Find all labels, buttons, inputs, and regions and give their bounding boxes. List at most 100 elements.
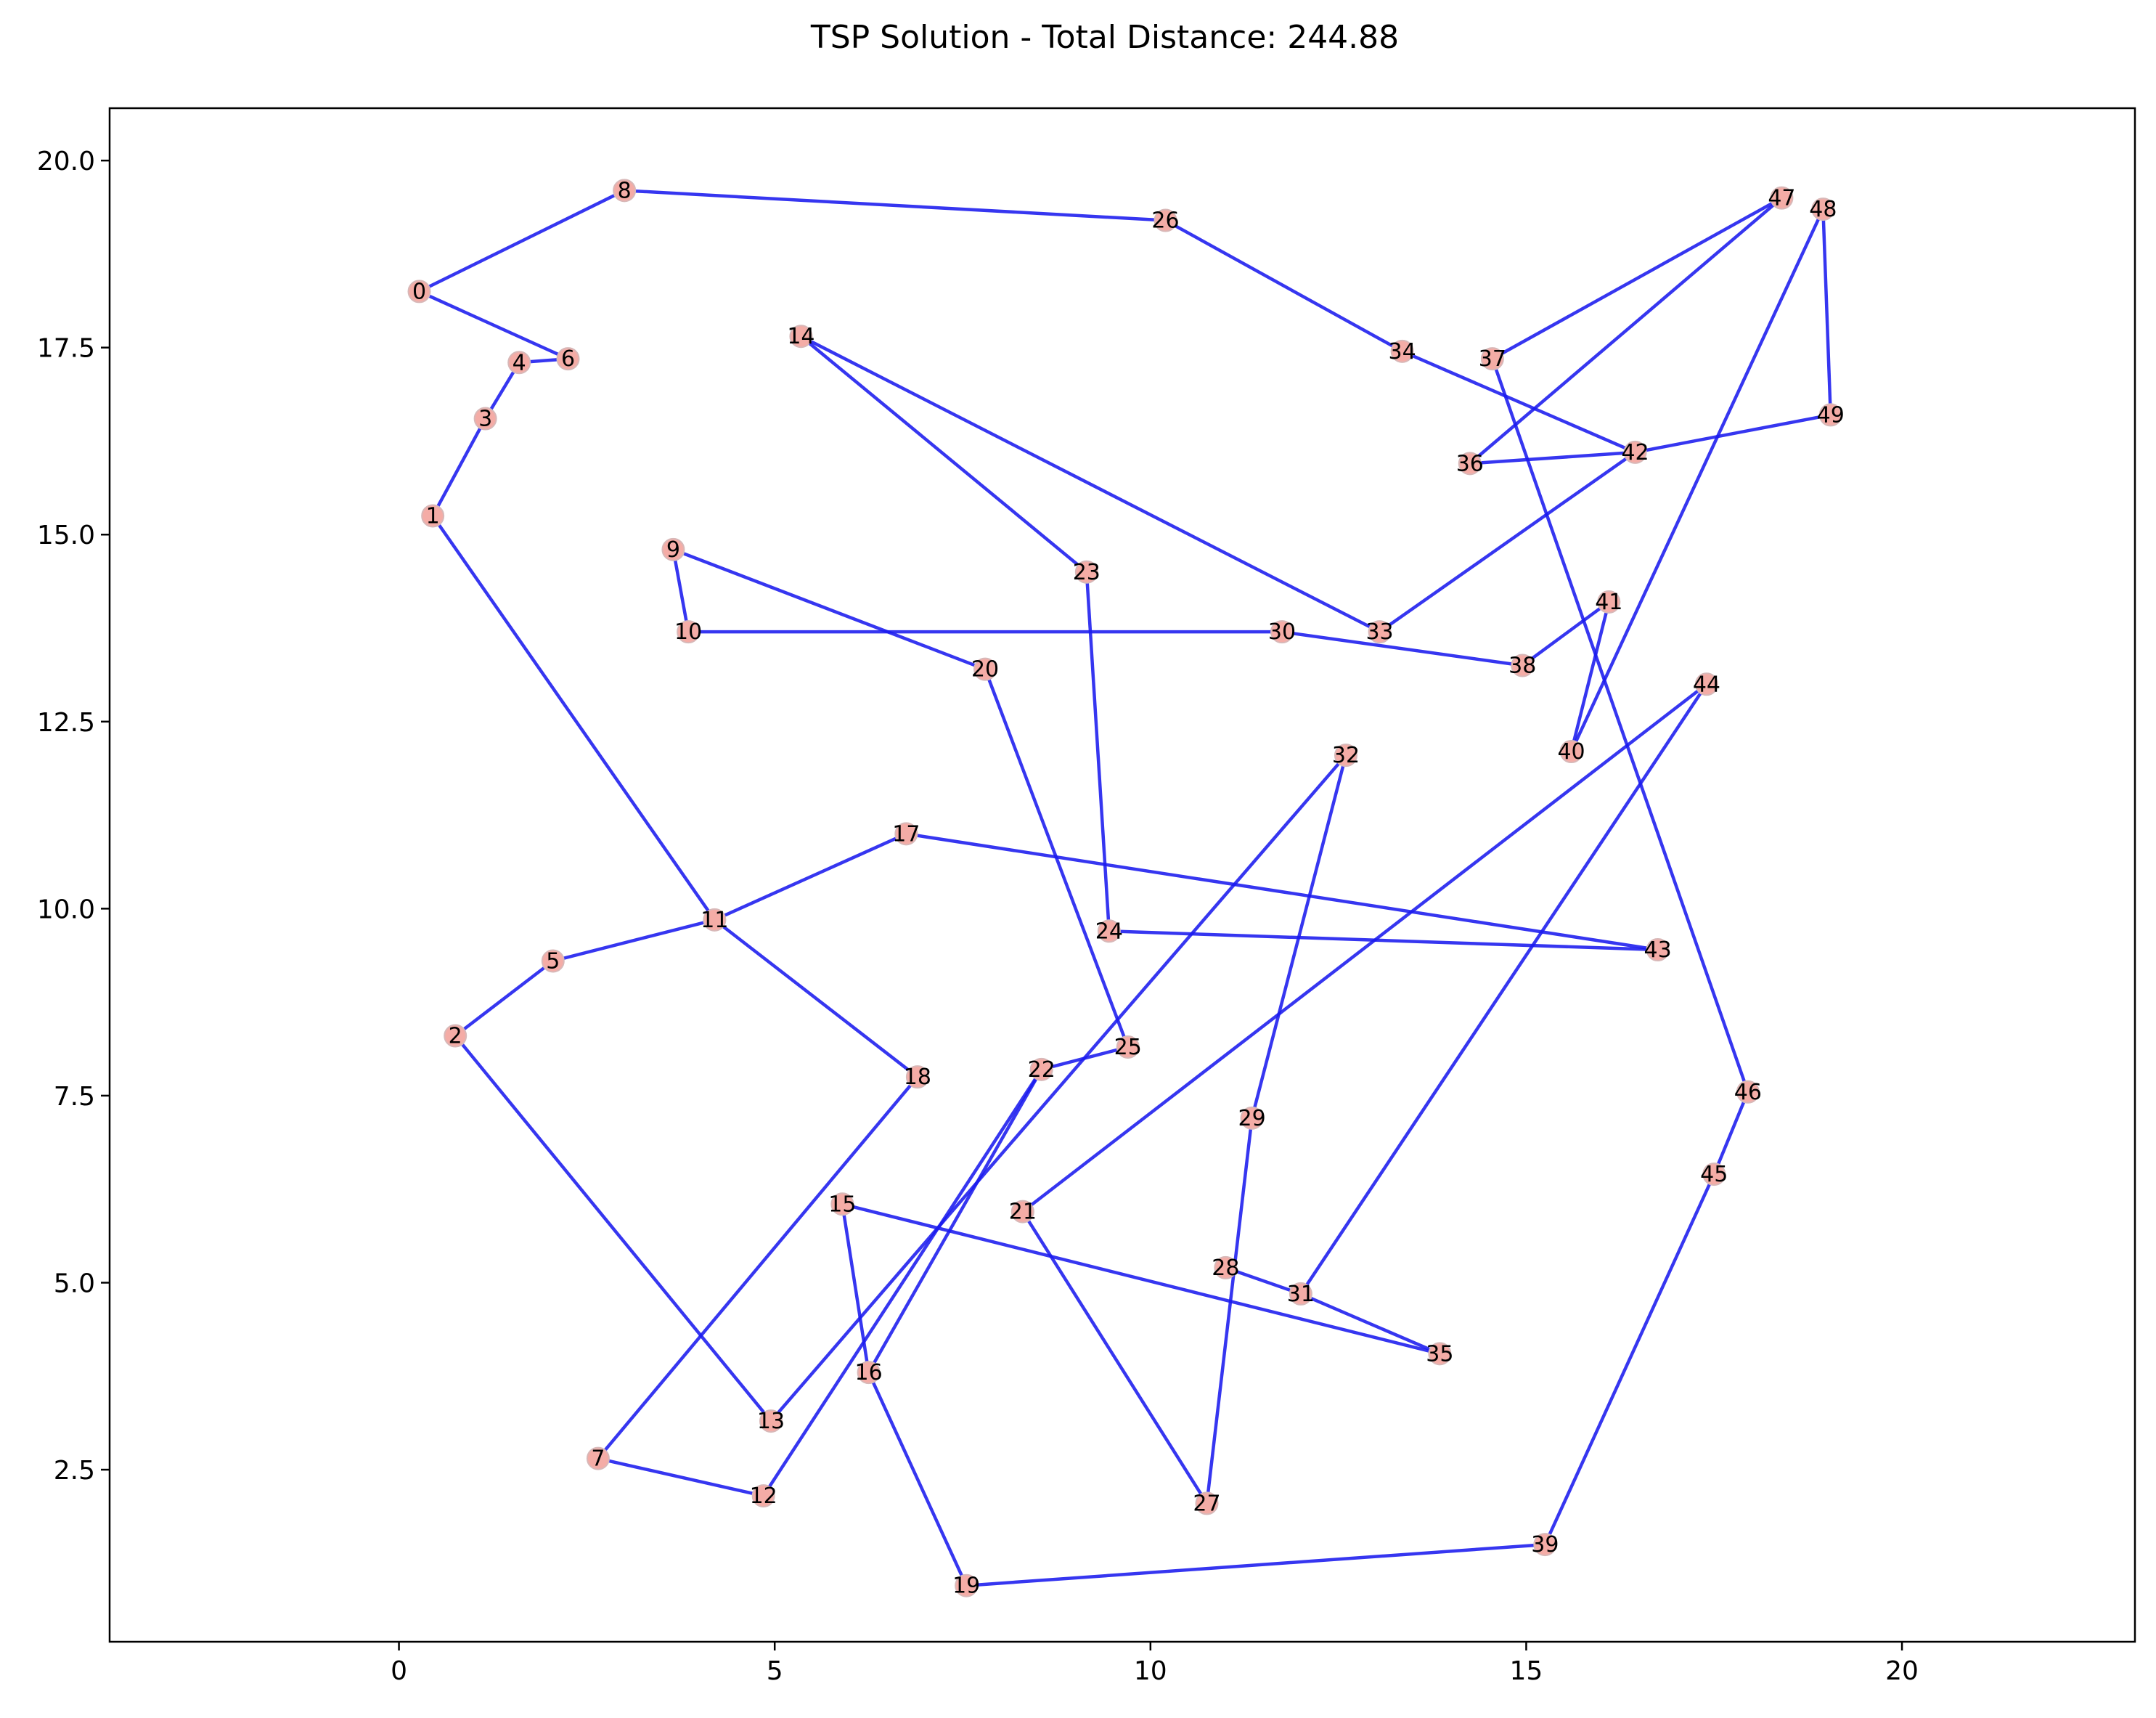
- city-label: 11: [701, 908, 728, 933]
- chart-title: TSP Solution - Total Distance: 244.88: [810, 19, 1399, 56]
- route-segment: [867, 1068, 1043, 1374]
- city-label: 24: [1095, 919, 1123, 944]
- city-label: 38: [1508, 654, 1536, 679]
- city-label: 17: [892, 821, 920, 847]
- city-label: 0: [412, 279, 426, 304]
- y-tick-label: 17.5: [37, 334, 95, 364]
- city-label: 2: [449, 1024, 462, 1049]
- route-segment: [799, 335, 1088, 574]
- y-tick-label: 15.0: [37, 521, 95, 550]
- y-tick-label: 10.0: [37, 895, 95, 924]
- x-tick-label: 15: [1510, 1656, 1543, 1686]
- route-segment: [552, 918, 715, 963]
- route-segment: [672, 547, 986, 671]
- city-node: [613, 179, 637, 203]
- city-label: 46: [1734, 1080, 1762, 1105]
- city-node: [789, 325, 813, 349]
- city-label: 5: [546, 948, 560, 974]
- city-label: 3: [478, 407, 492, 432]
- route-segment: [454, 1035, 772, 1422]
- city-node: [751, 1484, 775, 1508]
- city-node: [541, 949, 565, 973]
- city-node: [905, 1065, 929, 1089]
- city-label: 49: [1817, 402, 1845, 428]
- city-label: 16: [855, 1360, 883, 1385]
- city-label: 26: [1151, 208, 1179, 234]
- city-label: 20: [971, 657, 999, 683]
- route-segment: [1379, 451, 1636, 634]
- city-label: 13: [757, 1409, 785, 1434]
- route-segment: [1021, 1210, 1209, 1505]
- route-segment: [1281, 630, 1523, 667]
- route-segment: [454, 959, 555, 1038]
- route-segment: [714, 832, 907, 921]
- city-label: 31: [1287, 1282, 1315, 1307]
- city-node: [507, 351, 531, 375]
- city-node: [1770, 186, 1794, 210]
- city-label: 29: [1238, 1106, 1265, 1131]
- route-segment: [1250, 754, 1348, 1119]
- route-segment: [624, 189, 1166, 222]
- city-label: 40: [1557, 739, 1585, 765]
- city-label: 19: [952, 1574, 980, 1599]
- city-node: [1458, 452, 1482, 476]
- route-segment: [597, 1075, 919, 1460]
- city-node: [1511, 654, 1535, 677]
- route-segment: [1401, 349, 1636, 454]
- city-node: [1736, 1080, 1760, 1104]
- city-node: [1097, 919, 1121, 943]
- city-label: 1: [426, 503, 440, 529]
- city-node: [703, 908, 727, 932]
- route-segment: [671, 549, 690, 632]
- city-label: 28: [1212, 1255, 1239, 1281]
- x-tick-label: 20: [1885, 1656, 1919, 1686]
- city-node: [421, 504, 445, 528]
- city-node: [1010, 1200, 1034, 1224]
- route-segment: [841, 1202, 1440, 1356]
- city-label: 22: [1028, 1057, 1055, 1083]
- city-node: [973, 657, 997, 681]
- route-segment: [1821, 209, 1832, 415]
- city-node: [830, 1192, 854, 1216]
- city-label: 45: [1700, 1162, 1728, 1187]
- city-label: 4: [513, 350, 526, 375]
- city-label: 42: [1621, 440, 1649, 465]
- city-label: 35: [1426, 1341, 1453, 1367]
- city-node: [955, 1574, 979, 1597]
- city-node: [407, 280, 431, 304]
- route-segment: [597, 1457, 764, 1498]
- city-label: 47: [1768, 186, 1795, 211]
- city-node: [1390, 339, 1414, 363]
- city-label: 7: [591, 1446, 605, 1472]
- city-node: [1334, 744, 1357, 768]
- city-node: [1818, 403, 1842, 427]
- route-segment: [1712, 1091, 1749, 1175]
- city-node: [444, 1024, 467, 1048]
- city-label: 37: [1479, 346, 1506, 372]
- city-node: [1153, 208, 1177, 232]
- route-segment: [431, 418, 487, 517]
- route-lines: [418, 189, 1832, 1587]
- city-node: [1214, 1255, 1238, 1279]
- city-label: 9: [666, 537, 680, 563]
- city-node: [1289, 1282, 1312, 1306]
- city-node: [1368, 620, 1392, 644]
- city-label: 41: [1595, 590, 1622, 615]
- city-node: [1270, 620, 1294, 644]
- route-segment: [1299, 683, 1708, 1295]
- y-tick-label: 2.5: [54, 1456, 95, 1486]
- route-segment: [713, 919, 919, 1078]
- route-segment: [418, 290, 569, 361]
- city-label: 21: [1009, 1200, 1037, 1225]
- route-segment: [800, 335, 1381, 634]
- city-label: 12: [750, 1483, 777, 1509]
- route-segment: [1635, 413, 1832, 455]
- city-label: 34: [1389, 339, 1416, 365]
- city-node: [586, 1446, 610, 1470]
- city-node: [759, 1409, 783, 1433]
- route-segment: [1469, 450, 1636, 465]
- city-label: 10: [674, 619, 702, 645]
- route-segment: [1543, 1173, 1716, 1546]
- y-tick-label: 12.5: [37, 708, 95, 738]
- city-label: 48: [1809, 197, 1837, 222]
